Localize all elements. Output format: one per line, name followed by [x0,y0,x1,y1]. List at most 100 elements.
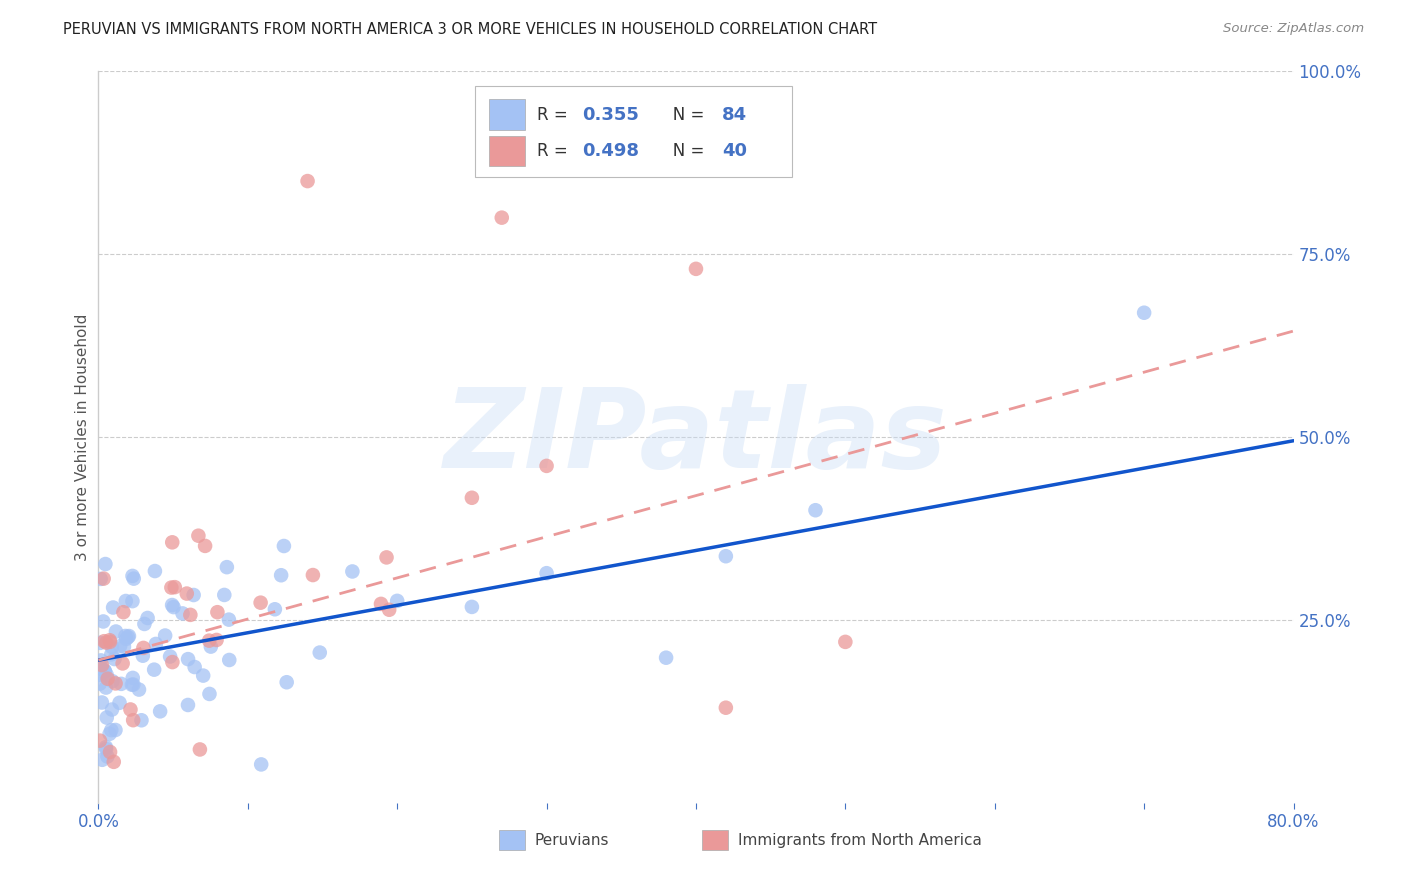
Text: Peruvians: Peruvians [534,832,609,847]
Text: PERUVIAN VS IMMIGRANTS FROM NORTH AMERICA 3 OR MORE VEHICLES IN HOUSEHOLD CORREL: PERUVIAN VS IMMIGRANTS FROM NORTH AMERIC… [63,22,877,37]
Point [250,757,273,772]
Y-axis label: 3 or more Vehicles in Household: 3 or more Vehicles in Household [75,313,90,561]
Point [115,632,138,646]
Point [118,629,141,643]
Point [218,613,240,627]
Point [183,588,205,602]
Point [112,640,135,654]
Point [1133,306,1156,320]
Point [162,655,184,669]
Point [111,657,134,671]
Point [122,572,145,586]
Point [101,600,124,615]
Point [91,753,114,767]
Point [90,696,112,710]
Point [205,632,228,647]
Point [375,550,398,565]
Point [685,261,707,276]
Point [91,615,114,629]
Point [207,605,229,619]
Point [94,742,117,756]
Point [121,671,143,685]
FancyBboxPatch shape [489,136,524,167]
Point [96,667,118,681]
Text: 0.355: 0.355 [582,105,640,123]
Point [179,607,201,622]
Point [160,598,183,612]
FancyBboxPatch shape [475,86,792,178]
Point [98,633,121,648]
Point [273,539,295,553]
Point [103,652,125,666]
Point [461,491,484,505]
Point [132,640,155,655]
Point [163,580,186,594]
Point [94,557,117,571]
Point [117,630,139,644]
Point [112,605,135,619]
Point [193,668,215,682]
Point [714,700,737,714]
Point [172,607,194,621]
Point [159,649,181,664]
Point [136,611,159,625]
Point [110,677,132,691]
Point [89,733,111,747]
Point [143,564,166,578]
Point [187,529,209,543]
Text: 0.498: 0.498 [582,142,640,160]
Point [93,664,115,678]
Point [96,635,118,649]
Point [94,664,117,678]
Point [804,503,827,517]
Text: 40: 40 [723,142,747,160]
Text: N =: N = [657,105,709,123]
Point [160,581,183,595]
Point [153,628,176,642]
Point [177,652,200,666]
Point [134,616,156,631]
Point [188,742,211,756]
FancyBboxPatch shape [489,99,524,130]
Point [96,749,118,764]
Point [122,713,145,727]
Point [120,702,142,716]
Point [655,650,678,665]
Point [342,565,364,579]
Point [98,745,121,759]
Point [101,640,124,654]
Point [101,702,124,716]
Point [276,675,298,690]
Point [100,723,122,738]
Point [94,740,117,755]
Point [131,713,153,727]
Point [200,640,222,654]
Point [263,602,285,616]
Point [121,678,143,692]
Point [128,682,150,697]
Point [90,572,112,586]
Point [194,539,217,553]
Point [90,653,112,667]
Point [114,594,136,608]
Point [714,549,737,564]
Text: 84: 84 [723,105,748,123]
Point [162,535,184,549]
Point [385,594,409,608]
Point [536,458,558,473]
Text: R =: R = [537,105,574,123]
Point [104,723,127,737]
Point [461,599,484,614]
Point [176,586,198,600]
Point [121,569,143,583]
Point [94,664,117,678]
Point [89,676,111,690]
Point [108,639,131,653]
Point [491,211,513,225]
FancyBboxPatch shape [499,830,524,850]
Text: Immigrants from North America: Immigrants from North America [738,832,981,847]
Text: N =: N = [657,142,709,160]
Point [89,667,111,681]
Point [89,636,111,650]
Point [103,755,125,769]
